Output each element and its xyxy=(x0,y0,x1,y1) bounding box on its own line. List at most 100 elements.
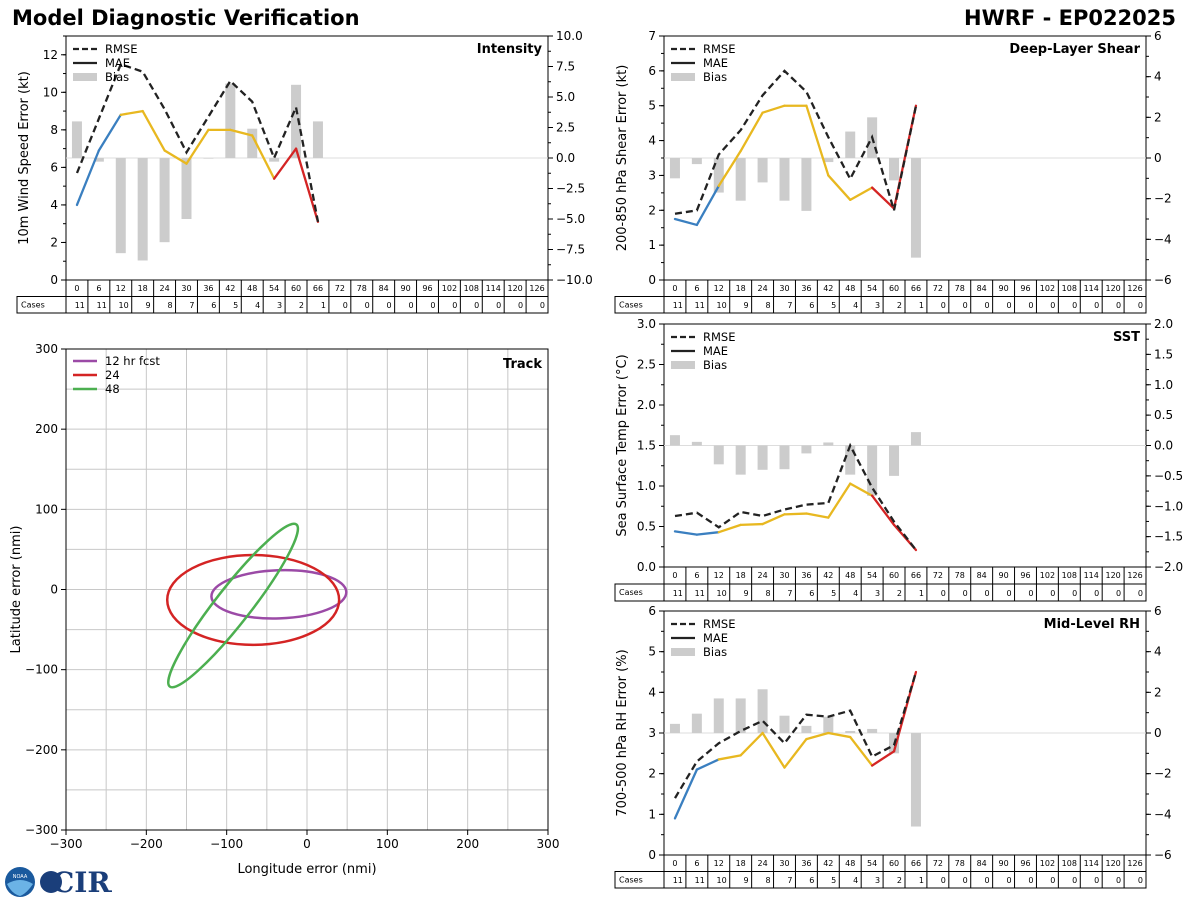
sst-bias-bar xyxy=(669,435,680,446)
shear-ytick-label: 7 xyxy=(648,29,656,43)
page-title: Model Diagnostic Verification xyxy=(12,6,360,30)
rh-hour-label: 0 xyxy=(672,859,677,868)
rh-y2tick-label: −2 xyxy=(1154,767,1172,781)
rh-case-count: 0 xyxy=(963,876,968,885)
shear-mae-segment xyxy=(739,111,764,153)
rh-case-count: 0 xyxy=(985,876,990,885)
intensity-case-count: 3 xyxy=(277,301,282,310)
sst-hour-label: 78 xyxy=(955,571,965,580)
rh-hour-label: 60 xyxy=(889,859,899,868)
sst-case-count: 6 xyxy=(809,589,814,598)
track-ytick-label: 200 xyxy=(35,422,58,436)
intensity-hour-label: 78 xyxy=(357,284,367,293)
rh-hour-label: 108 xyxy=(1062,859,1077,868)
rh-hour-label: 66 xyxy=(911,859,921,868)
sst-hour-label: 18 xyxy=(736,571,746,580)
intensity-hour-label: 114 xyxy=(486,284,501,293)
cira-globe-icon xyxy=(40,871,62,893)
track-legend-label: 12 hr fcst xyxy=(105,354,160,368)
sst-mae-segment xyxy=(717,523,742,534)
sst-case-count: 0 xyxy=(1094,589,1099,598)
rh-hour-label: 72 xyxy=(933,859,943,868)
rh-hour-label: 96 xyxy=(1020,859,1030,868)
intensity-rmse-line xyxy=(75,62,320,223)
intensity-bias-bar xyxy=(181,158,192,219)
shear-hour-label: 120 xyxy=(1105,284,1120,293)
shear-hour-label: 6 xyxy=(694,284,699,293)
shear-hour-label: 24 xyxy=(757,284,767,293)
rh-case-count: 11 xyxy=(695,876,705,885)
rh-bias-bar xyxy=(867,728,878,733)
sst-case-count: 11 xyxy=(695,589,705,598)
rh-mae-segment xyxy=(827,731,852,739)
track-title: Track xyxy=(503,357,542,372)
rh-case-count: 0 xyxy=(1050,876,1055,885)
rh-y2tick-label: 4 xyxy=(1154,645,1162,659)
intensity-mae-segment xyxy=(141,109,166,152)
intensity-y2tick-label: −2.5 xyxy=(556,182,585,196)
sst-bias-bar xyxy=(779,445,790,470)
intensity-legend-mae: MAE xyxy=(105,56,130,70)
shear-ytick-label: 3 xyxy=(648,168,656,182)
rh-hour-label: 42 xyxy=(823,859,833,868)
sst-bias-bar xyxy=(801,445,812,454)
shear-bias-bar xyxy=(713,158,724,193)
shear-case-count: 6 xyxy=(809,301,814,310)
track-ylabel: Latitude error (nmi) xyxy=(9,526,24,654)
shear-hour-label: 90 xyxy=(998,284,1008,293)
rh-case-count: 11 xyxy=(673,876,683,885)
rh-ytick-label: 0 xyxy=(648,848,656,862)
intensity-mae-segment xyxy=(294,147,320,223)
rh-rmse-line xyxy=(674,671,918,799)
sst-y2tick-label: 1.0 xyxy=(1154,378,1173,392)
sst-hour-label: 84 xyxy=(977,571,987,580)
shear-y2tick-label: 6 xyxy=(1154,29,1162,43)
rh-case-count: 0 xyxy=(1116,876,1121,885)
shear-ytick-label: 2 xyxy=(648,203,656,217)
intensity-hour-label: 72 xyxy=(335,284,345,293)
sst-case-count: 0 xyxy=(1050,589,1055,598)
sst-mae-segment xyxy=(695,531,720,536)
shear-mae-segment xyxy=(827,174,852,201)
rh-case-count: 7 xyxy=(787,876,792,885)
sst-hour-label: 120 xyxy=(1105,571,1120,580)
intensity-bias-bar xyxy=(115,158,126,254)
shear-ytick-label: 6 xyxy=(648,64,656,78)
intensity-ytick-label: 6 xyxy=(50,160,58,174)
intensity-case-count: 7 xyxy=(189,301,194,310)
intensity-bias-bar xyxy=(269,158,280,162)
rh-bias-bar xyxy=(735,698,746,733)
rh-cases-table: Cases01161112101892483073664254845436026… xyxy=(614,854,1147,889)
rh-case-count: 8 xyxy=(765,876,770,885)
intensity-hour-label: 120 xyxy=(507,284,522,293)
shear-cases-label-cell xyxy=(614,296,665,314)
sst-ytick-label: 0.5 xyxy=(637,520,656,534)
shear-hour-label: 84 xyxy=(977,284,987,293)
rh-hour-label: 126 xyxy=(1127,859,1142,868)
rh-hour-label: 54 xyxy=(867,859,877,868)
logos: NOAA CIRA xyxy=(5,866,112,898)
track-ellipse-48 xyxy=(167,522,300,689)
intensity-mae-segment xyxy=(119,109,144,116)
sst-bias-bar xyxy=(735,445,746,475)
sst-case-count: 9 xyxy=(744,589,749,598)
rh-bias-bar xyxy=(757,689,768,733)
intensity-case-count: 0 xyxy=(408,301,413,310)
intensity-hour-label: 6 xyxy=(96,284,101,293)
sst-case-count: 0 xyxy=(963,589,968,598)
shear-legend-bias: Bias xyxy=(703,70,727,84)
shear-hour-label: 12 xyxy=(714,284,724,293)
intensity-case-count: 0 xyxy=(430,301,435,310)
sst-bias-bar xyxy=(845,445,856,475)
track-xtick-label: −200 xyxy=(130,837,163,851)
rh-y2tick-label: 2 xyxy=(1154,685,1162,699)
shear-mae-segment xyxy=(695,184,720,227)
sst-hour-label: 90 xyxy=(998,571,1008,580)
track-legend-label: 24 xyxy=(105,368,120,382)
rh-ytick-label: 1 xyxy=(648,807,656,821)
rh-ylabel: 700-500 hPa RH Error (%) xyxy=(615,649,630,816)
rh-mae-segment xyxy=(717,754,742,761)
intensity-case-count: 0 xyxy=(365,301,370,310)
sst-legend-bias-swatch xyxy=(671,361,695,369)
